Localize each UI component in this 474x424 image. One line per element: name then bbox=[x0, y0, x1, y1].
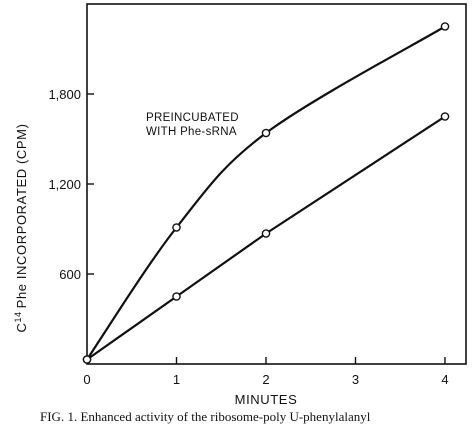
x-tick-label: 2 bbox=[262, 372, 269, 387]
plot-border bbox=[86, 3, 467, 365]
series-2-point bbox=[261, 229, 271, 238]
y-tick-label: 1,200 bbox=[48, 177, 81, 192]
series-1-point bbox=[440, 22, 450, 31]
x-tick-label: 0 bbox=[83, 372, 90, 387]
series-1-line bbox=[86, 25, 446, 361]
series-1-point bbox=[172, 223, 181, 232]
series-2-point bbox=[82, 355, 92, 364]
series-layer bbox=[82, 22, 450, 364]
annotation-line-1: PREINCUBATED bbox=[146, 112, 239, 124]
series-2-line bbox=[86, 115, 446, 361]
annotation-line-2: WITH Phe-sRNA bbox=[146, 126, 237, 138]
x-tick-label: 3 bbox=[352, 372, 359, 387]
axis-ticks bbox=[87, 93, 446, 364]
series-1-point bbox=[261, 128, 271, 138]
x-axis-label: MINUTES bbox=[235, 392, 298, 407]
series-2-point bbox=[440, 112, 450, 121]
x-tick-label: 4 bbox=[441, 372, 448, 387]
y-tick-label: 600 bbox=[59, 267, 81, 282]
plot-frame bbox=[86, 3, 467, 365]
figure-caption: FIG. 1. Enhanced activity of the ribosom… bbox=[40, 409, 371, 424]
y-tick-label: 1,800 bbox=[48, 87, 81, 102]
axis-tick-labels: 0 1 2 3 4 600 1,200 1,800 bbox=[48, 87, 448, 387]
x-tick-label: 1 bbox=[173, 372, 180, 387]
series-2-point bbox=[172, 292, 181, 301]
y-axis-label: C14Phe INCORPORATED (CPM) bbox=[13, 123, 29, 332]
